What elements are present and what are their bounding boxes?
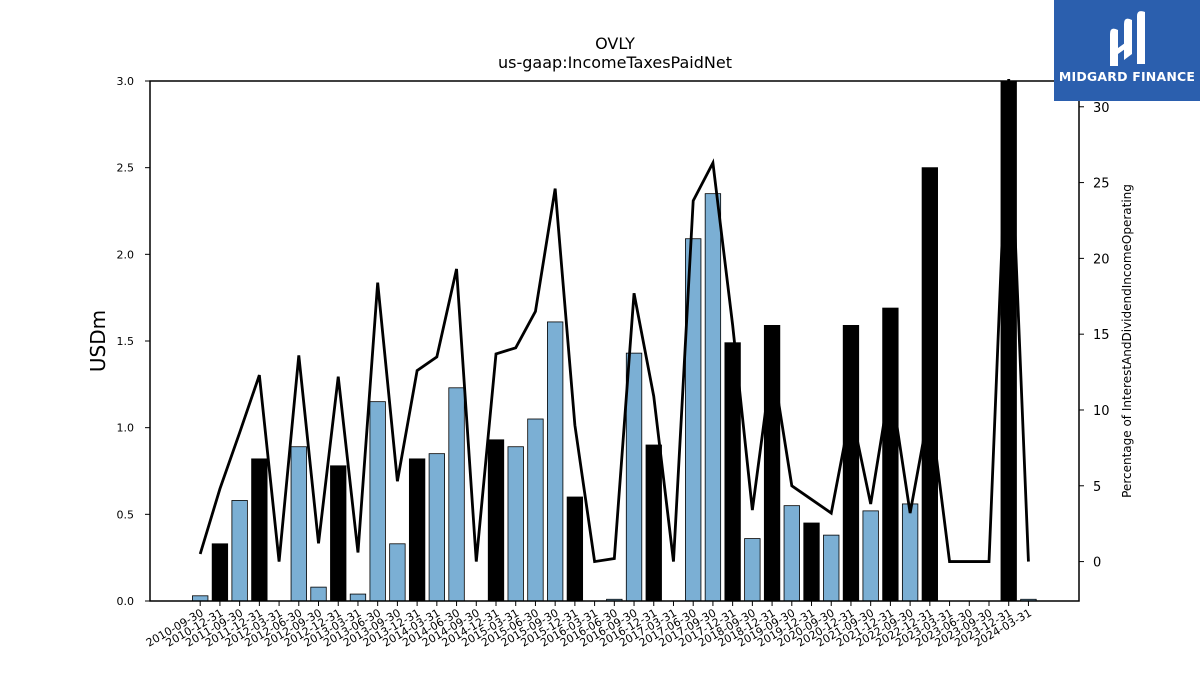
- left-tick-label: 0.5: [117, 508, 135, 521]
- left-tick-label: 2.0: [117, 248, 135, 261]
- left-axis-label: USDm: [86, 310, 110, 372]
- bar-2012-09-30: [310, 586, 327, 602]
- chart-title: OVLY: [595, 34, 635, 53]
- bar-2019-09-30: [783, 505, 800, 602]
- bar-2015-06-30: [527, 418, 544, 602]
- right-axis-label: Percentage of InterestAndDividendIncomeO…: [1120, 184, 1134, 498]
- right-tick-label: 15: [1093, 328, 1110, 343]
- bar-2014-03-31: [428, 453, 445, 602]
- bar-2016-12-31: [645, 444, 662, 602]
- bar-2019-12-31: [803, 522, 820, 602]
- bar-2022-12-31: [921, 167, 938, 602]
- bar-2011-12-31: [251, 458, 268, 602]
- left-tick-label: 1.5: [117, 335, 135, 348]
- bar-2015-03-31: [507, 446, 524, 602]
- left-axis: 0.0 0.5 1.0 1.5 2.0 2.5 3.0: [117, 75, 150, 608]
- right-tick-label: 20: [1093, 252, 1110, 267]
- bar-2021-12-31: [882, 307, 899, 602]
- left-tick-label: 1.0: [117, 422, 135, 435]
- bar-2012-06-30: [290, 446, 307, 602]
- percentage-line: [198, 78, 1030, 564]
- line-series: [198, 78, 1030, 564]
- bar-2010-09-30: [192, 595, 209, 602]
- right-tick-label: 0: [1093, 556, 1101, 571]
- midgard-finance-logo: MIDGARD FINANCE: [1054, 0, 1200, 101]
- left-tick-label: 0.0: [117, 595, 135, 608]
- logo-text: MIDGARD FINANCE: [1058, 69, 1196, 84]
- bar-2016-09-30: [625, 352, 643, 602]
- bar-2022-09-30: [901, 503, 919, 602]
- bar-2013-03-31: [349, 593, 367, 602]
- bar-2021-09-30: [862, 510, 879, 602]
- bar-2013-06-30: [369, 401, 386, 602]
- right-axis: 0 5 10 15 20 25 30: [1079, 101, 1110, 571]
- bar-series: [192, 80, 1037, 602]
- chart-subtitle: us-gaap:IncomeTaxesPaidNet: [498, 53, 732, 72]
- bar-2017-09-30: [704, 193, 722, 602]
- bar-2014-12-31: [487, 439, 505, 602]
- bar-2018-09-30: [744, 538, 761, 602]
- bar-2014-06-30: [448, 387, 465, 602]
- right-tick-label: 30: [1093, 101, 1110, 116]
- bar-2012-12-31: [330, 465, 347, 602]
- right-tick-label: 5: [1093, 480, 1101, 495]
- bar-2010-12-31: [211, 543, 229, 602]
- bar-2013-12-31: [408, 458, 426, 602]
- midgard-logo-icon: [1110, 11, 1145, 67]
- bar-2013-09-30: [389, 543, 406, 602]
- x-axis: 2010-09-302010-12-312011-09-302011-12-31…: [144, 601, 1034, 650]
- plot-frame: [149, 80, 1080, 602]
- left-tick-label: 3.0: [117, 75, 135, 88]
- right-tick-label: 10: [1093, 404, 1110, 419]
- bar-2015-12-31: [566, 496, 584, 602]
- bar-2023-12-31: [1000, 80, 1017, 602]
- left-tick-label: 2.5: [117, 162, 135, 175]
- right-tick-label: 25: [1093, 177, 1110, 192]
- bar-2020-09-30: [823, 534, 840, 602]
- bar-2015-09-30: [547, 321, 564, 602]
- bar-2020-12-31: [842, 324, 860, 602]
- bar-2011-09-30: [231, 500, 248, 602]
